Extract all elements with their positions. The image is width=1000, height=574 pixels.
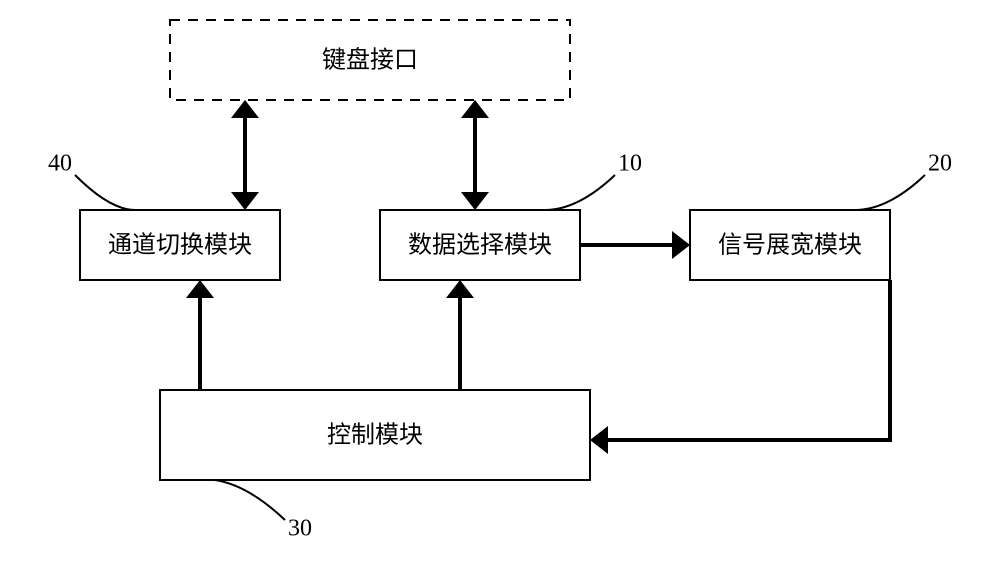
data_select-ref: 10 <box>618 151 642 177</box>
control-leader <box>215 480 285 520</box>
keyboard-box: 键盘接口 <box>170 20 570 100</box>
arrowhead <box>231 100 259 118</box>
control-ref: 30 <box>288 516 312 542</box>
signal_widen-label: 信号展宽模块 <box>718 232 862 259</box>
arrowhead <box>446 280 474 298</box>
data_select-box: 数据选择模块 10 <box>380 151 642 281</box>
data_select-label: 数据选择模块 <box>408 232 552 259</box>
channel_switch-label: 通道切换模块 <box>108 232 252 259</box>
edge-line <box>608 280 890 440</box>
keyboard-label: 键盘接口 <box>322 47 418 74</box>
arrowhead <box>672 231 690 259</box>
channel_switch-ref: 40 <box>48 151 72 177</box>
arrowhead <box>186 280 214 298</box>
control-box: 控制模块 30 <box>160 390 590 542</box>
arrowhead <box>231 192 259 210</box>
signal_widen-box: 信号展宽模块 20 <box>690 151 952 281</box>
channel_switch-leader <box>75 175 135 210</box>
data_select-leader <box>545 175 615 210</box>
arrowhead <box>590 426 608 454</box>
arrowhead <box>461 192 489 210</box>
signal_widen-leader <box>855 175 925 210</box>
control-label: 控制模块 <box>327 422 423 449</box>
arrowhead <box>461 100 489 118</box>
signal_widen-ref: 20 <box>928 151 952 177</box>
